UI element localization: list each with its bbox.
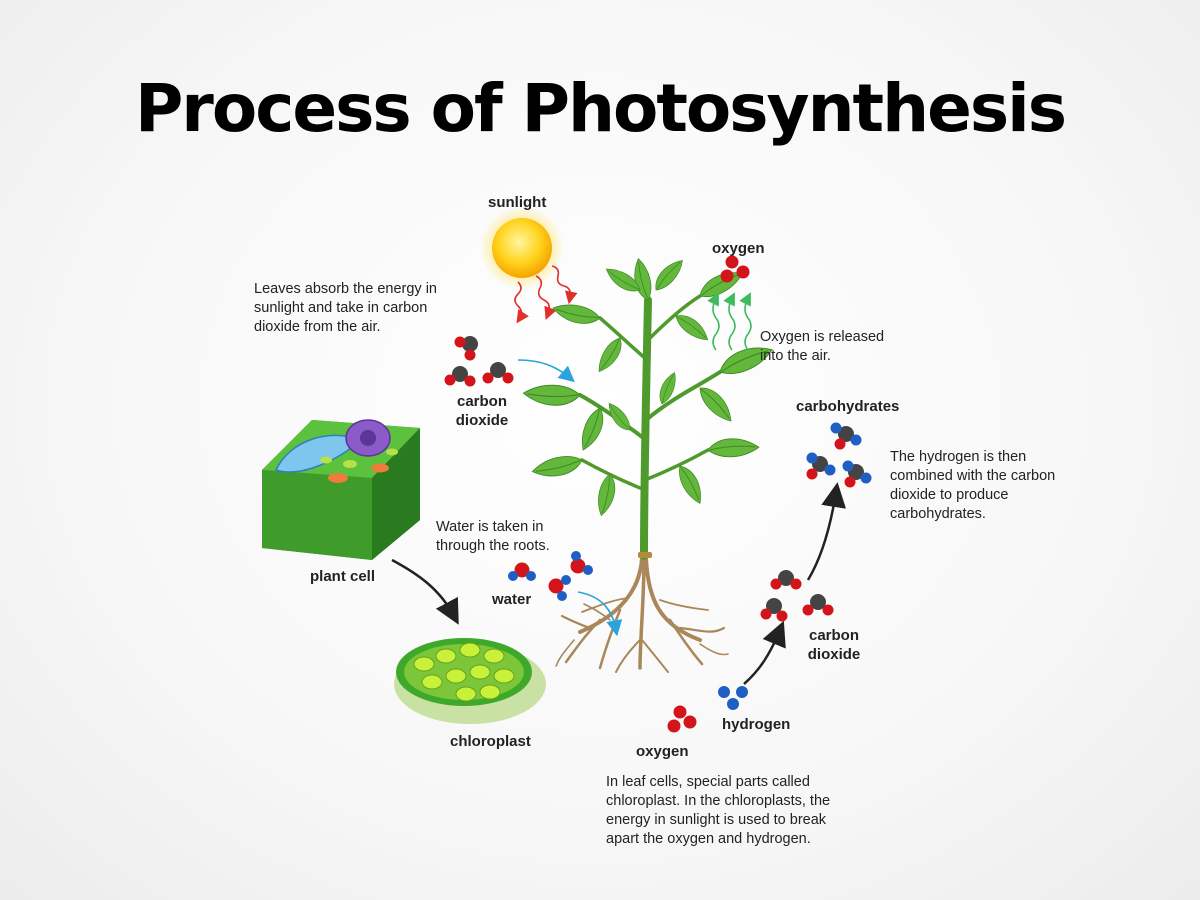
text-hydrogen-combined: The hydrogen is then combined with the c… — [890, 449, 1056, 522]
plant-stem — [578, 294, 722, 560]
carbon-dioxide-molecules-left — [444, 336, 514, 387]
carbohydrate-molecules — [806, 422, 872, 488]
text-oxygen-released: Oxygen is released into the air. — [760, 329, 885, 364]
plant-roots — [555, 556, 729, 673]
text-leaves-absorb: Leaves absorb the energy in sunlight and… — [254, 281, 437, 335]
hydrogen-molecule — [718, 686, 748, 710]
label-carbon-dioxide-right: carbon dioxide — [807, 627, 861, 663]
plant-cell-illustration — [262, 419, 420, 560]
text-water-roots: Water is taken in through the roots. — [436, 519, 550, 554]
sunlight-rays — [514, 265, 578, 324]
text-chloroplast-cells: In leaf cells, special parts called chlo… — [606, 774, 831, 847]
label-oxygen-bottom: oxygen — [636, 743, 689, 760]
label-water: water — [492, 591, 532, 608]
label-carbohydrates: carbohydrates — [796, 398, 900, 415]
page-title: Process of Photosynthesis — [134, 70, 1067, 147]
label-chloroplast: chloroplast — [450, 733, 531, 750]
water-intake-arrow — [577, 591, 623, 637]
root-collar — [638, 552, 652, 558]
label-hydrogen: hydrogen — [722, 716, 791, 733]
sun-icon — [480, 206, 564, 290]
carbon-dioxide-molecules-right — [760, 570, 834, 622]
label-carbon-dioxide-left: carbon dioxide — [455, 393, 509, 429]
oxygen-molecule-bottom — [667, 705, 697, 733]
water-molecules — [508, 551, 593, 601]
label-plant-cell: plant cell — [310, 568, 376, 585]
label-sunlight: sunlight — [488, 194, 547, 211]
co2-intake-arrow — [517, 359, 575, 383]
cell-to-chloroplast-arrow — [391, 558, 459, 625]
hydrogen-to-co2-arrow — [743, 620, 786, 685]
co2-to-carbohydrates-arrow — [806, 482, 847, 581]
oxygen-molecule-top — [720, 255, 750, 283]
oxygen-release-arrows — [707, 292, 752, 351]
chloroplast-illustration — [394, 638, 546, 724]
label-oxygen-top: oxygen — [712, 240, 765, 257]
